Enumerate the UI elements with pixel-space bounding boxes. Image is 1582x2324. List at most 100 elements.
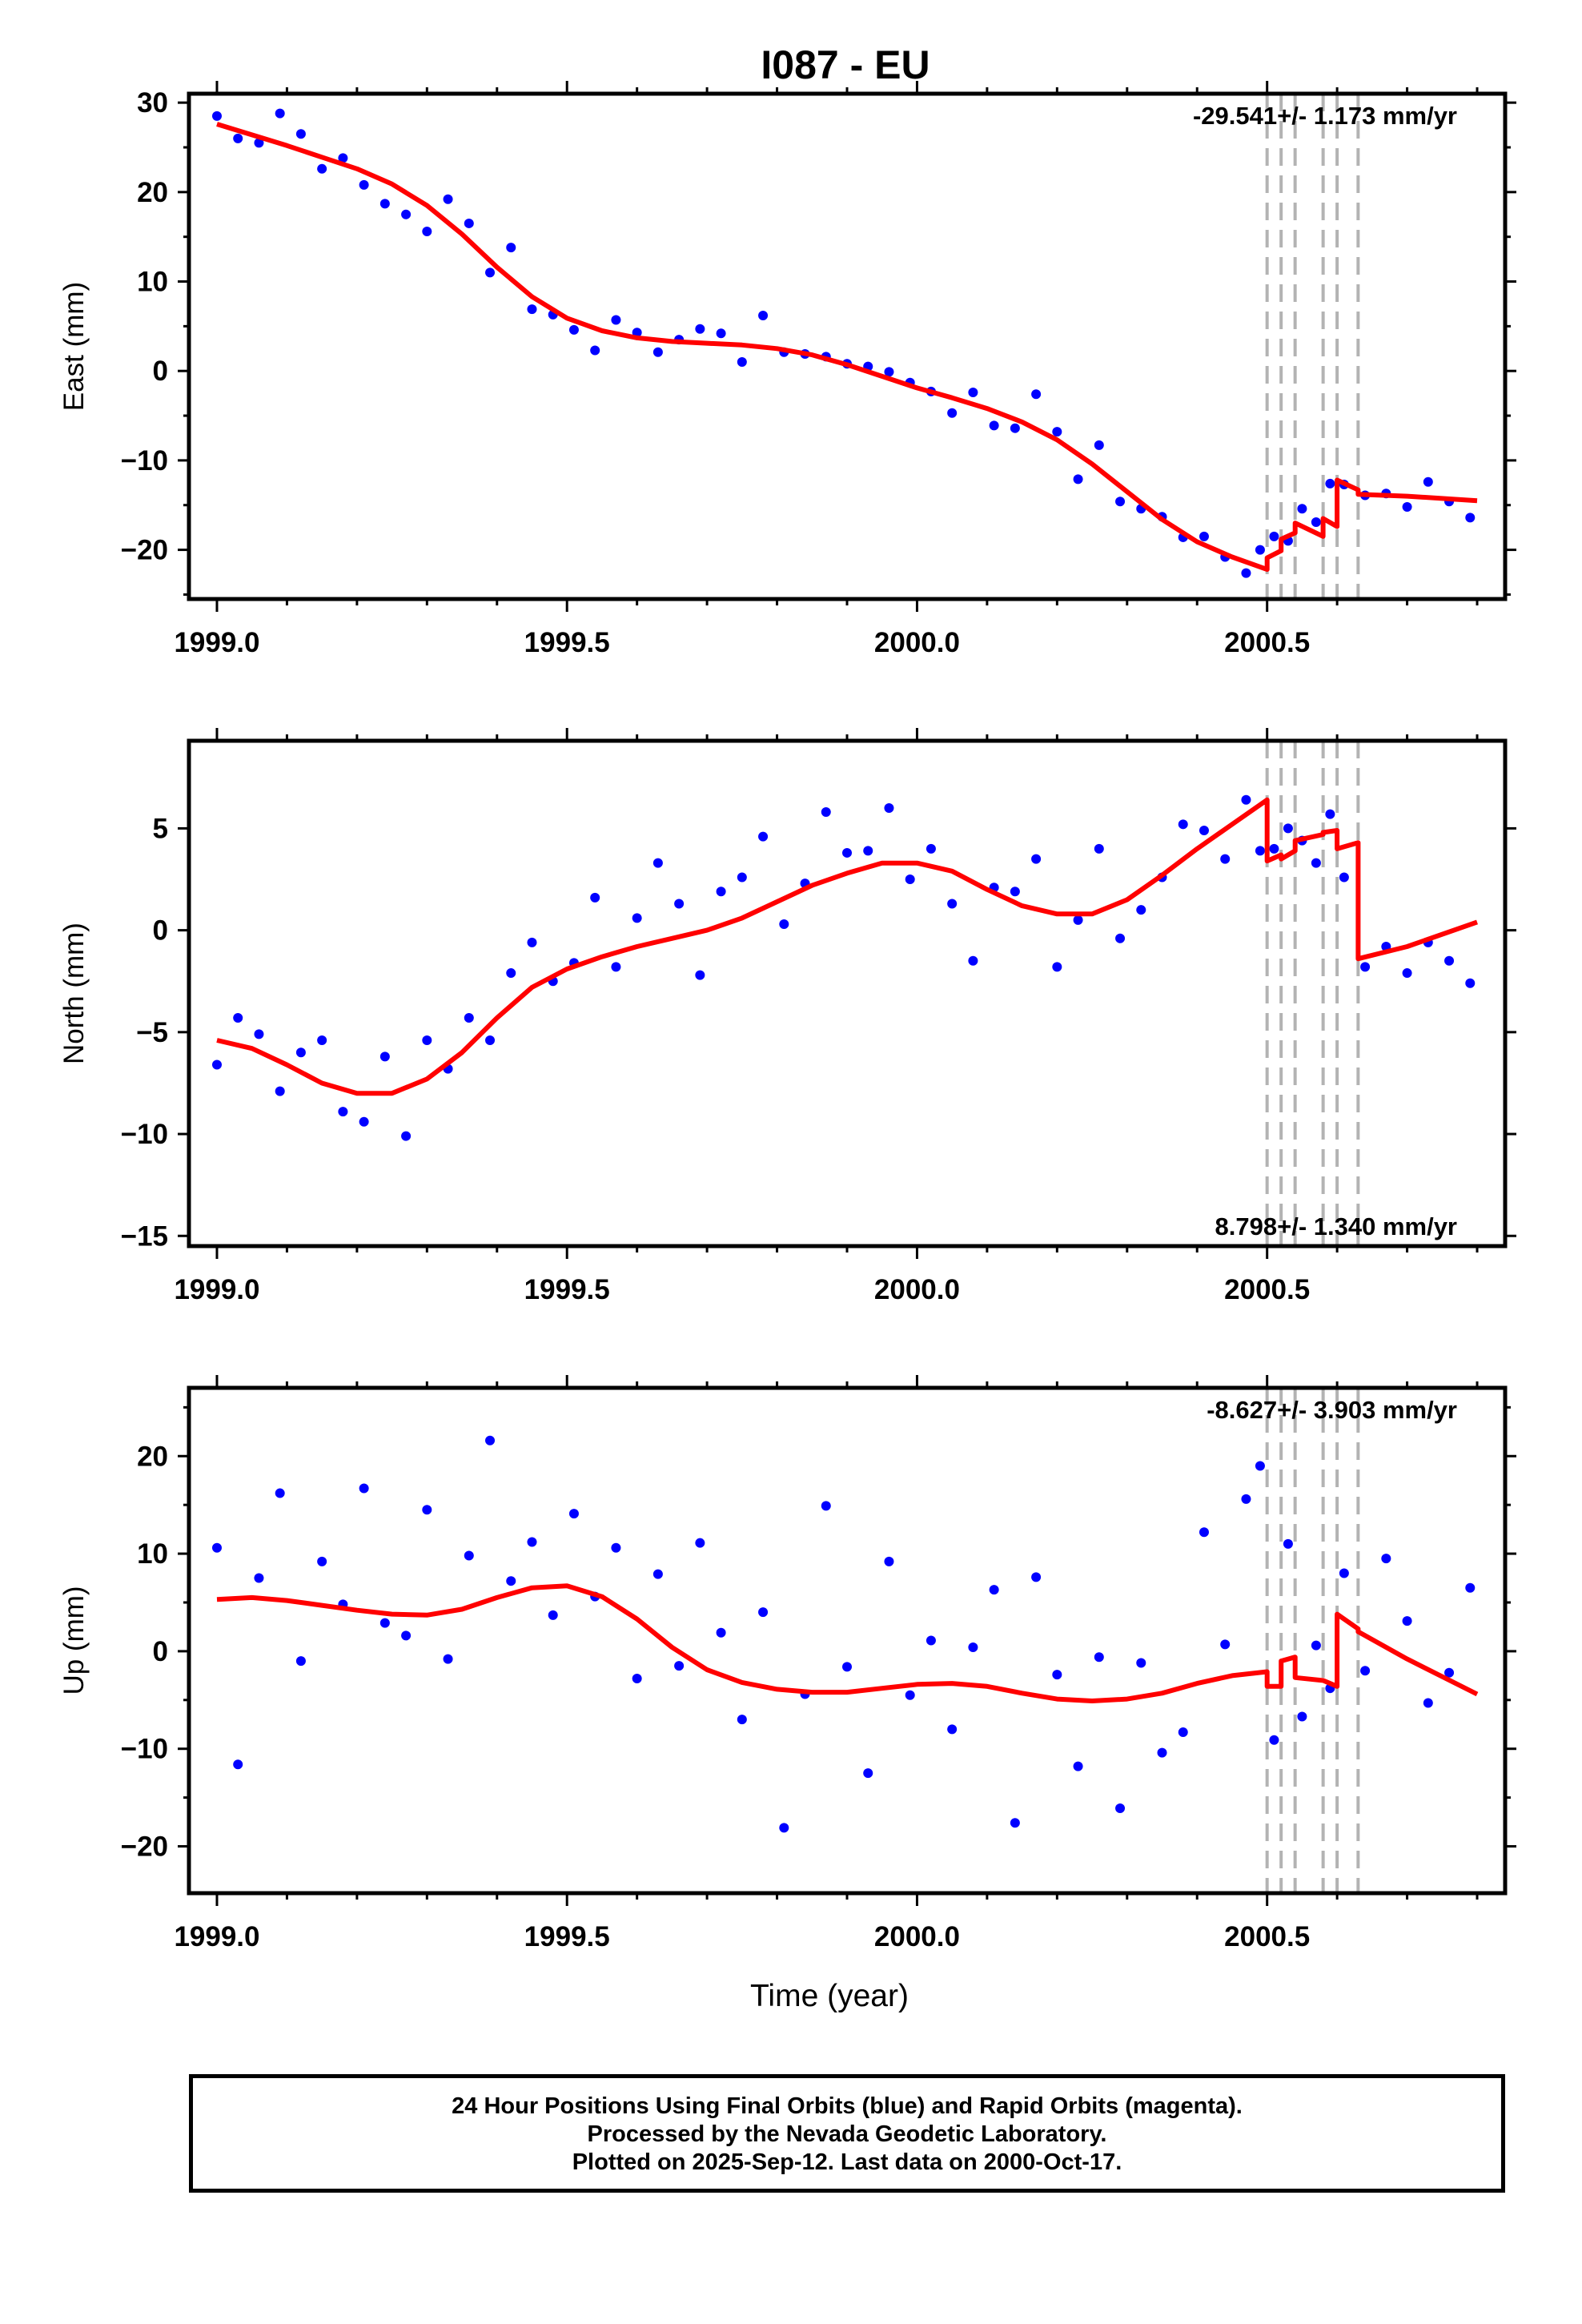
east-data-point: [317, 163, 327, 174]
up-data-point: [422, 1505, 432, 1515]
east-model-fit-line: [216, 122, 1478, 573]
east-data-point: [1465, 513, 1476, 523]
east-data-point: [1423, 476, 1433, 487]
east-data-point: [1031, 389, 1042, 400]
north-data-point: [1444, 955, 1455, 966]
up-data-point: [464, 1550, 474, 1561]
east-data-point: [568, 324, 579, 335]
up-data-point: [1269, 1735, 1279, 1745]
up-data-point: [254, 1573, 264, 1583]
north-data-point: [379, 1051, 390, 1062]
north-data-point: [1311, 858, 1321, 868]
east-data-point: [884, 367, 894, 377]
north-data-point: [1115, 933, 1126, 943]
up-data-point: [947, 1724, 958, 1735]
up-data-point: [401, 1630, 412, 1641]
up-xtick-label: 2000.0: [874, 1921, 960, 1952]
up-data-point: [1094, 1652, 1104, 1663]
east-data-point: [422, 226, 432, 236]
north-data-point: [1269, 843, 1279, 854]
east-data-point: [632, 328, 642, 338]
east-axes-frame: [187, 91, 1508, 601]
east-data-point: [611, 315, 621, 325]
east-data-point: [1255, 545, 1265, 555]
up-data-point: [1157, 1747, 1167, 1758]
east-data-point: [1094, 440, 1104, 450]
east-data-point: [254, 138, 264, 148]
north-data-point: [947, 899, 958, 909]
east-ytick-label: −10: [121, 445, 168, 476]
north-data-point: [359, 1116, 369, 1127]
north-data-point: [590, 892, 600, 903]
up-data-point: [632, 1674, 642, 1684]
east-ytick-label: 20: [137, 177, 168, 208]
north-data-point: [1178, 819, 1188, 830]
east-data-point: [1269, 531, 1279, 541]
north-data-point: [652, 858, 663, 868]
up-data-point: [737, 1715, 747, 1725]
east-data-points: [211, 108, 1476, 578]
north-ytick-label: −15: [121, 1220, 168, 1252]
east-data-point: [947, 408, 958, 418]
north-data-point: [674, 899, 685, 909]
north-data-point: [968, 955, 978, 966]
east-xtick-label: 1999.0: [174, 627, 259, 658]
east-ytick-label: 30: [137, 87, 168, 119]
up-data-point: [1465, 1582, 1476, 1593]
up-data-point: [652, 1569, 663, 1579]
up-data-point: [1255, 1461, 1265, 1471]
east-data-point: [1115, 497, 1126, 507]
footer-box: 24 Hour Positions Using Final Orbits (bl…: [189, 2074, 1505, 2193]
east-data-point: [464, 218, 474, 228]
east-data-point: [1297, 504, 1307, 514]
footer-line-1: 24 Hour Positions Using Final Orbits (bl…: [452, 2093, 1243, 2119]
north-data-point: [1199, 825, 1209, 835]
figure-title: I087 - EU: [761, 42, 930, 87]
north-xtick-label: 2000.5: [1224, 1274, 1310, 1305]
north-data-point: [632, 913, 642, 923]
north-data-point: [1283, 823, 1293, 834]
up-data-point: [1178, 1727, 1188, 1738]
east-data-point: [1073, 474, 1083, 485]
up-data-point: [1423, 1698, 1433, 1708]
up-data-point: [905, 1690, 915, 1700]
east-data-point: [379, 199, 390, 209]
east-rate-label: -29.541+/- 1.173 mm/yr: [1193, 102, 1457, 130]
north-data-point: [254, 1029, 264, 1039]
up-data-point: [842, 1662, 852, 1672]
north-data-point: [821, 807, 831, 818]
up-data-point: [379, 1618, 390, 1628]
up-data-point: [758, 1607, 769, 1618]
north-data-point: [758, 831, 769, 842]
up-xtick-label: 1999.0: [174, 1921, 259, 1952]
up-data-point: [1241, 1494, 1251, 1504]
east-xtick-label: 2000.5: [1224, 627, 1310, 658]
up-ytick-label: −10: [121, 1734, 168, 1765]
up-data-points: [211, 1435, 1476, 1833]
east-data-point: [1311, 517, 1321, 527]
up-data-point: [968, 1642, 978, 1653]
up-data-point: [1360, 1666, 1371, 1676]
north-data-point: [863, 846, 873, 856]
north-data-point: [1136, 905, 1146, 915]
up-data-point: [548, 1610, 558, 1620]
up-data-point: [527, 1537, 537, 1547]
north-data-point: [295, 1047, 306, 1058]
up-data-point: [1220, 1639, 1231, 1650]
east-ytick-label: 0: [153, 356, 168, 387]
up-data-point: [275, 1488, 285, 1498]
north-ytick-label: −10: [121, 1119, 168, 1150]
up-data-point: [884, 1556, 894, 1566]
north-data-point: [401, 1131, 412, 1141]
north-data-point: [1031, 854, 1042, 864]
north-data-point: [1052, 962, 1062, 972]
east-data-point: [989, 420, 999, 431]
up-ytick-label: 20: [137, 1441, 168, 1472]
east-ytick-label: 10: [137, 267, 168, 298]
up-ytick-label: 0: [153, 1636, 168, 1667]
up-data-point: [779, 1823, 789, 1833]
north-ylabel: North (mm): [58, 923, 90, 1064]
up-data-point: [233, 1759, 243, 1770]
